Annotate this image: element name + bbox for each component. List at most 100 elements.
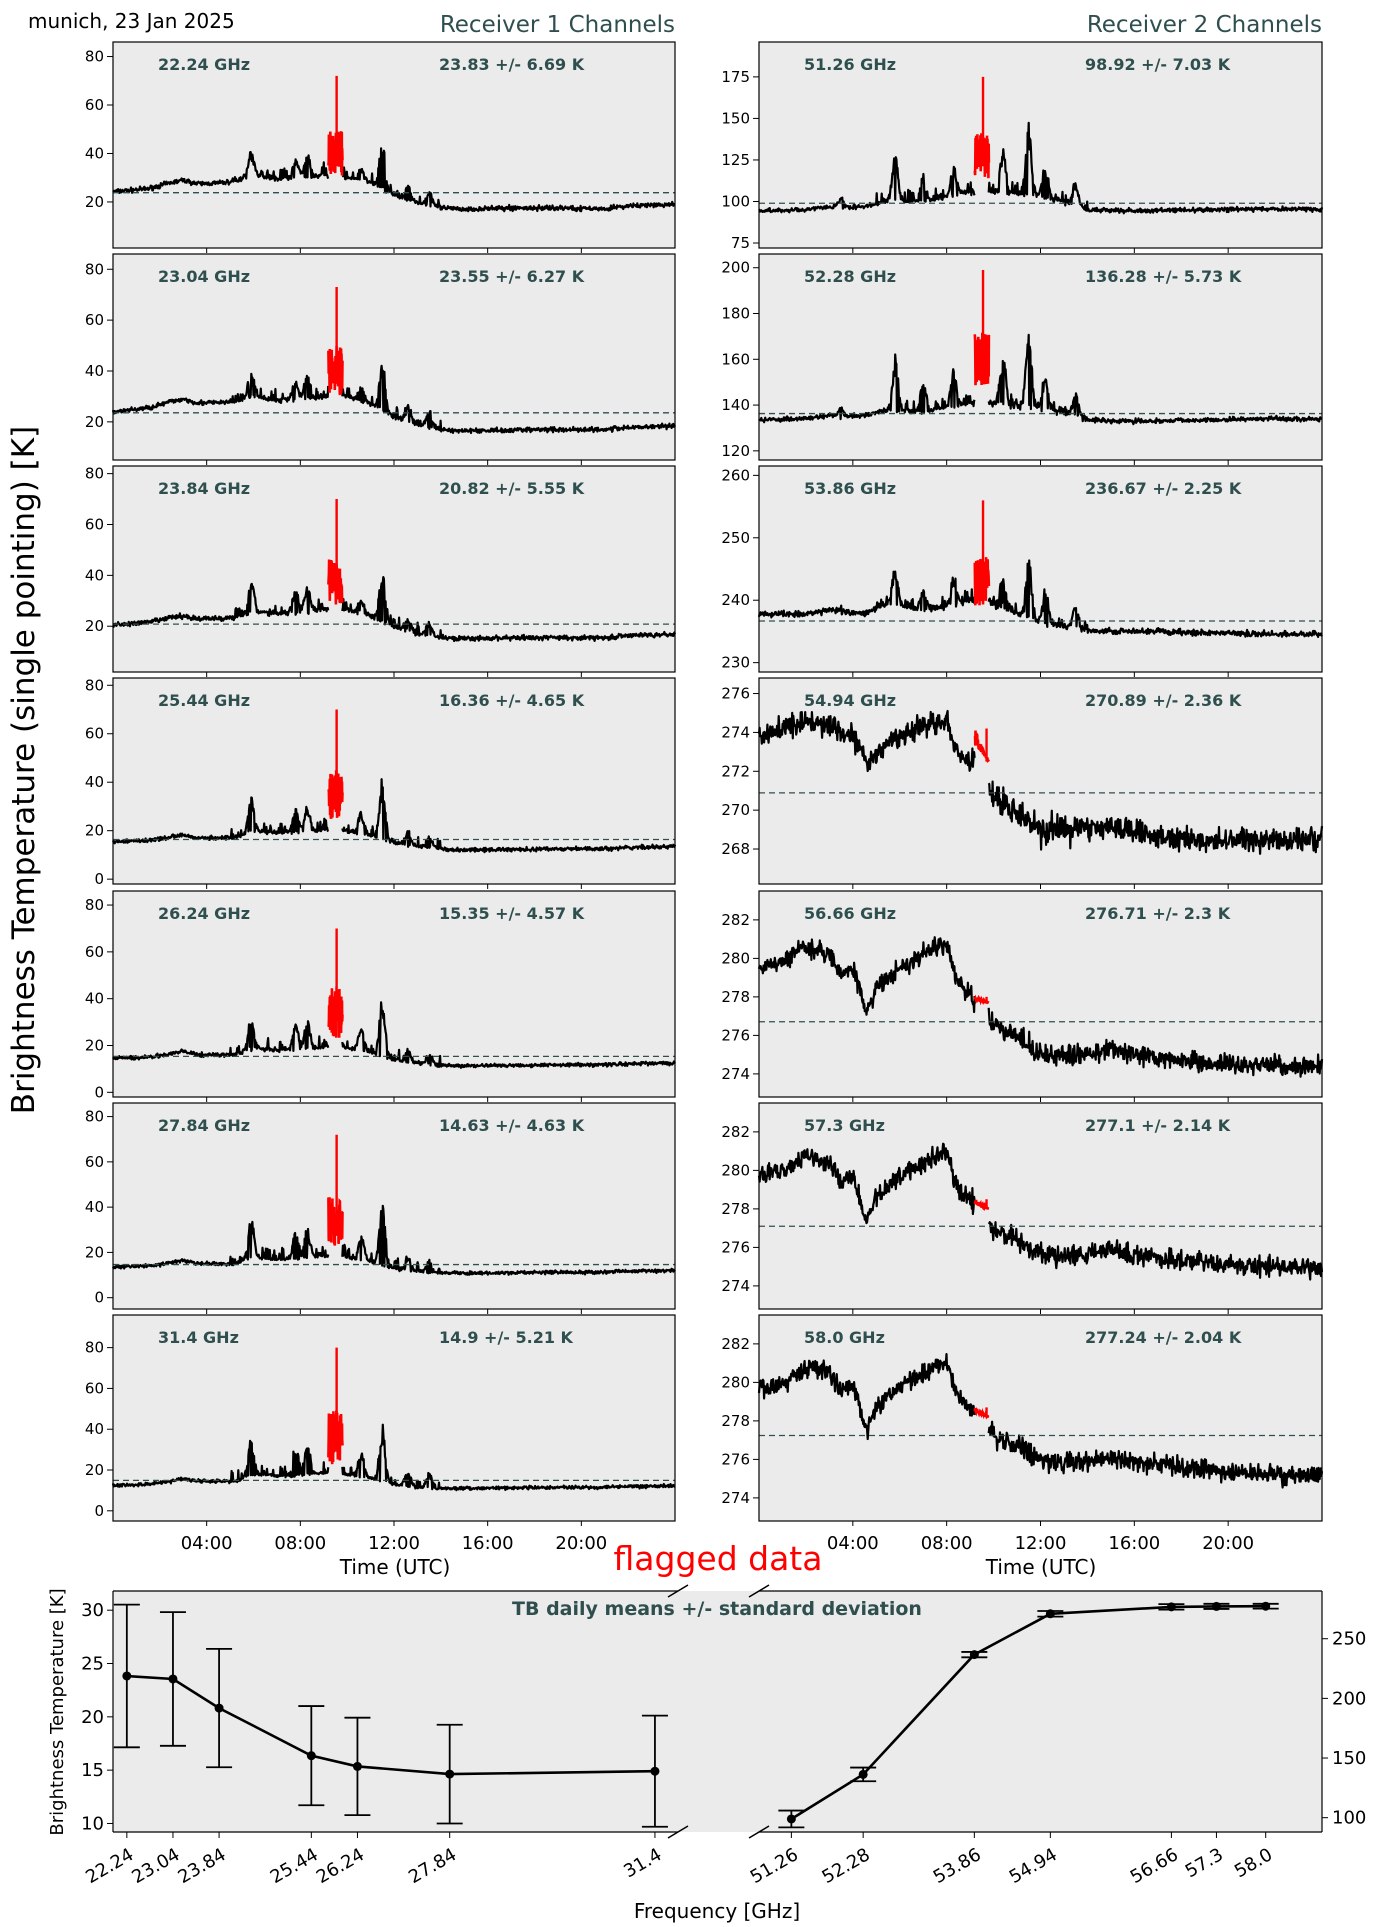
y-tick-label: 0 — [94, 1289, 104, 1307]
y-tick-label: 276 — [721, 1238, 750, 1256]
channel-stats: 277.24 +/- 2.04 K — [1085, 1328, 1242, 1347]
y-tick-label: 40 — [85, 144, 104, 162]
data-trace — [757, 559, 1323, 638]
channel-stats: 16.36 +/- 4.65 K — [439, 691, 585, 710]
y-tick-label: 180 — [721, 305, 750, 323]
summary-x-label: Frequency [GHz] — [634, 1899, 800, 1923]
y-tick-label: 274 — [721, 1065, 750, 1083]
panel-5666-ghz: 274 276 278 280 282 56.66 GHz 276.71 +/- 2.3 K — [721, 890, 1324, 1102]
y-tick-label: 20 — [85, 1037, 104, 1055]
y-tick-label: 15 — [81, 1760, 104, 1781]
data-trace — [757, 1142, 1324, 1281]
data-trace — [111, 778, 677, 854]
panel-background — [759, 1103, 1322, 1309]
y-tick-label: 278 — [721, 988, 750, 1006]
y-tick-label: 276 — [721, 1450, 750, 1468]
y-tick-label: 140 — [721, 396, 750, 414]
panel-5228-ghz: 120 140 160 180 200 52.28 GHz 136.28 +/- 5.73 … — [721, 253, 1323, 465]
y-tick-label: 276 — [721, 1026, 750, 1044]
axis-break-mark — [748, 1825, 770, 1839]
x-tick-label: 08:00 — [274, 1533, 326, 1554]
channel-stats: 20.82 +/- 5.55 K — [439, 479, 585, 498]
channel-label: 26.24 GHz — [158, 904, 250, 923]
y-tick-label: 80 — [85, 896, 104, 914]
mean-line — [790, 1604, 1266, 1821]
data-trace — [111, 1423, 676, 1492]
mean-point — [650, 1766, 660, 1776]
panel-2384-ghz: 20 40 60 80 23.84 GHz 20.82 +/- 5.55 K — [85, 465, 677, 677]
x-tick-label: 12:00 — [1015, 1533, 1067, 1554]
channel-label: 54.94 GHz — [804, 691, 896, 710]
flagged-trace — [327, 1197, 344, 1246]
y-tick-label: 230 — [721, 654, 750, 672]
channel-label: 22.24 GHz — [158, 55, 250, 74]
y-tick-label: 40 — [85, 362, 104, 380]
x-tick-label: 16:00 — [462, 1533, 514, 1554]
data-trace — [111, 364, 676, 435]
y-tick-label: 60 — [85, 1153, 104, 1171]
channel-stats: 277.1 +/- 2.14 K — [1085, 1116, 1231, 1135]
channel-stats: 276.71 +/- 2.3 K — [1085, 904, 1231, 923]
flagged-trace — [327, 769, 344, 819]
y-tick-label: 60 — [85, 725, 104, 743]
y-tick-label: 100 — [1332, 1808, 1366, 1829]
y-axis-label: Brightness Temperature (single pointing)… — [6, 426, 42, 1114]
summary-title: TB daily means +/- standard deviation — [512, 1598, 922, 1620]
panel-background — [759, 1315, 1322, 1521]
panel-314-ghz: 0 20 40 60 80 04:00 08:00 12:00 16:00 20:00 31.4 G… — [85, 1314, 676, 1554]
panel-5126-ghz: 75 100 125 150 175 51.26 GHz 98.92 +/- 7.03 K — [721, 41, 1324, 253]
y-tick-label: 20 — [85, 617, 104, 635]
y-tick-label: 80 — [85, 1339, 104, 1357]
flagged-trace — [327, 559, 344, 605]
y-tick-label: 240 — [721, 591, 750, 609]
y-tick-label: 268 — [721, 840, 750, 858]
panel-background — [113, 42, 675, 248]
y-tick-label: 280 — [721, 949, 750, 967]
channel-label: 23.84 GHz — [158, 479, 250, 498]
y-tick-label: 40 — [85, 773, 104, 791]
x-tick-label: 12:00 — [368, 1533, 420, 1554]
x-tick-label: 08:00 — [921, 1533, 973, 1554]
panel-background — [113, 1103, 675, 1309]
channel-label: 57.3 GHz — [804, 1116, 885, 1135]
y-tick-label: 250 — [721, 529, 750, 547]
channel-stats: 270.89 +/- 2.36 K — [1085, 691, 1242, 710]
data-trace — [758, 333, 1323, 426]
panel-5494-ghz: 268 270 272 274 276 54.94 GHz 270.89 +/- 2.36 … — [721, 677, 1324, 889]
y-tick-label: 280 — [721, 1161, 750, 1179]
y-tick-label: 282 — [721, 911, 750, 929]
y-tick-label: 40 — [85, 1420, 104, 1438]
y-tick-label: 20 — [85, 1461, 104, 1479]
y-tick-label: 20 — [81, 1707, 104, 1728]
y-tick-label: 200 — [1332, 1688, 1366, 1709]
y-tick-label: 10 — [81, 1813, 104, 1834]
channel-stats: 98.92 +/- 7.03 K — [1085, 55, 1231, 74]
y-tick-label: 150 — [721, 109, 750, 127]
channel-label: 51.26 GHz — [804, 55, 896, 74]
panel-580-ghz: 274 276 278 280 282 04:00 08:00 12:00 16:00 20:00… — [721, 1314, 1324, 1554]
y-tick-label: 60 — [85, 96, 104, 114]
panel-background — [113, 891, 675, 1097]
panel-background — [113, 254, 675, 460]
y-tick-label: 80 — [85, 1108, 104, 1126]
channel-stats: 14.9 +/- 5.21 K — [439, 1328, 574, 1347]
y-tick-label: 40 — [85, 1198, 104, 1216]
y-tick-label: 0 — [94, 1502, 104, 1520]
y-tick-label: 250 — [1332, 1629, 1366, 1650]
x-tick-label: 20:00 — [555, 1533, 607, 1554]
axis-break-mark — [748, 1584, 770, 1598]
y-tick-label: 75 — [731, 234, 750, 252]
channel-label: 25.44 GHz — [158, 691, 250, 710]
panel-2304-ghz: 20 40 60 80 23.04 GHz 23.55 +/- 6.27 K — [85, 253, 676, 465]
y-tick-label: 260 — [721, 466, 750, 484]
y-tick-label: 200 — [721, 259, 750, 277]
y-tick-label: 60 — [85, 1379, 104, 1397]
y-tick-label: 20 — [85, 413, 104, 431]
x-axis-label-receiver2: Time (UTC) — [985, 1555, 1097, 1579]
y-tick-label: 274 — [721, 723, 750, 741]
y-tick-label: 0 — [94, 870, 104, 888]
panel-background — [759, 466, 1322, 672]
x-tick-label: 20:00 — [1202, 1533, 1254, 1554]
flagged-data-label: flagged data — [614, 1539, 823, 1578]
receiver1-title: Receiver 1 Channels — [440, 12, 675, 38]
